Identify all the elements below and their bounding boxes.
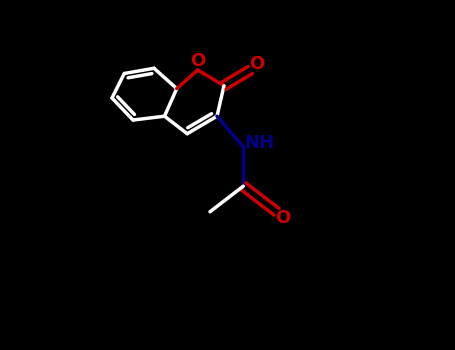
Text: O: O <box>249 55 264 73</box>
Text: NH: NH <box>244 134 274 153</box>
Text: O: O <box>190 52 205 70</box>
Text: O: O <box>275 209 290 227</box>
